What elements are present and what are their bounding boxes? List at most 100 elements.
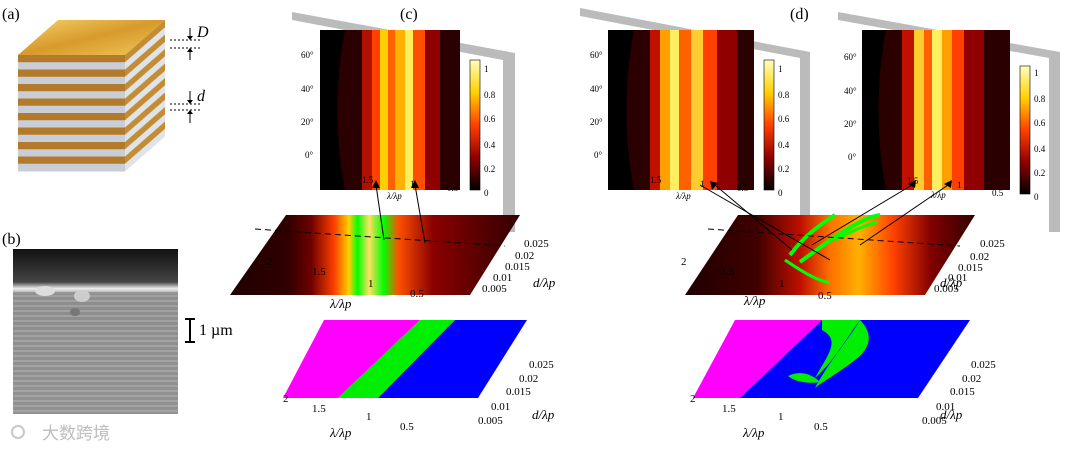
svg-text:1.5: 1.5 bbox=[312, 266, 326, 278]
sem-image bbox=[13, 249, 178, 414]
svg-text:0.01: 0.01 bbox=[491, 401, 510, 413]
svg-text:d/λp: d/λp bbox=[533, 275, 556, 290]
svg-text:0.005: 0.005 bbox=[922, 415, 947, 427]
svg-text:2: 2 bbox=[690, 393, 696, 405]
svg-text:d/λp: d/λp bbox=[532, 407, 555, 422]
svg-text:0.4: 0.4 bbox=[1034, 144, 1046, 154]
heat-plane-d bbox=[685, 213, 975, 295]
heat-plane-c bbox=[230, 215, 520, 295]
svg-text:1: 1 bbox=[484, 64, 489, 74]
heat-c-ticks: 2 1.5 1 0.5 λ/λp 0.025 0.02 0.015 0.01 0… bbox=[267, 238, 556, 311]
watermark-text: 大数跨境 bbox=[42, 424, 110, 444]
dashed-cut-c bbox=[254, 228, 506, 247]
svg-text:40°: 40° bbox=[590, 84, 603, 94]
svg-text:0.025: 0.025 bbox=[971, 359, 996, 371]
svg-text:0.015: 0.015 bbox=[506, 386, 531, 398]
angle-map-c bbox=[320, 30, 481, 191]
svg-text:0.015: 0.015 bbox=[505, 261, 530, 273]
svg-text:1.5: 1.5 bbox=[312, 403, 326, 415]
svg-text:40°: 40° bbox=[844, 86, 857, 96]
dashed-cut-d bbox=[707, 228, 961, 247]
svg-text:1.5: 1.5 bbox=[722, 403, 736, 415]
svg-text:1.5: 1.5 bbox=[362, 175, 374, 185]
svg-text:0.8: 0.8 bbox=[778, 90, 790, 100]
colorbar-ticks-d-left: 1 0.8 0.6 0.4 0.2 0 bbox=[778, 64, 790, 198]
svg-text:0.5: 0.5 bbox=[410, 288, 424, 300]
svg-text:2: 2 bbox=[611, 170, 616, 180]
svg-text:0.025: 0.025 bbox=[529, 359, 554, 371]
svg-text:0.02: 0.02 bbox=[515, 250, 534, 262]
svg-text:20°: 20° bbox=[301, 117, 314, 127]
svg-text:0°: 0° bbox=[848, 152, 857, 162]
svg-text:1: 1 bbox=[778, 64, 783, 74]
svg-text:λ/λp: λ/λp bbox=[386, 191, 402, 201]
svg-text:λ/λp: λ/λp bbox=[742, 425, 765, 440]
panel-c-label: (c) bbox=[400, 6, 418, 23]
svg-text:1: 1 bbox=[1034, 68, 1039, 78]
svg-text:0.6: 0.6 bbox=[484, 114, 496, 124]
angle-map-d-right bbox=[862, 30, 1031, 195]
heat-d-ticks: 2 1.5 1 0.5 λ/λp 0.025 0.02 0.015 0.01 0… bbox=[681, 238, 1005, 308]
svg-text:0.01: 0.01 bbox=[936, 401, 955, 413]
svg-text:1: 1 bbox=[778, 411, 784, 423]
panel-a-label: (a) bbox=[2, 6, 20, 23]
arrows-d bbox=[699, 180, 952, 261]
svg-text:0.015: 0.015 bbox=[950, 386, 975, 398]
svg-text:0.5: 0.5 bbox=[447, 183, 459, 193]
svg-text:1.5: 1.5 bbox=[650, 175, 662, 185]
svg-text:1.5: 1.5 bbox=[721, 266, 735, 278]
svg-text:0: 0 bbox=[778, 188, 783, 198]
svg-text:0.025: 0.025 bbox=[980, 238, 1005, 250]
svg-text:2: 2 bbox=[322, 170, 327, 180]
svg-text:0.5: 0.5 bbox=[818, 290, 832, 302]
svg-text:λ/λp: λ/λp bbox=[675, 191, 691, 201]
svg-text:λ/λp: λ/λp bbox=[743, 293, 766, 308]
angle-map-d-left bbox=[608, 30, 775, 191]
scale-bar-label: 1 µm bbox=[199, 322, 233, 339]
phase-d-ticks: 2 1.5 1 0.5 λ/λp 0.025 0.02 0.015 0.01 0… bbox=[690, 359, 996, 440]
svg-text:2: 2 bbox=[267, 256, 273, 268]
svg-text:0: 0 bbox=[484, 188, 489, 198]
svg-text:0.8: 0.8 bbox=[484, 90, 496, 100]
angle-ticks-d-right: 60° 40° 20° 0° bbox=[844, 52, 857, 162]
d-label: d bbox=[197, 88, 206, 105]
svg-text:1: 1 bbox=[700, 179, 705, 189]
phase-c-ticks: 2 1.5 1 0.5 λ/λp 0.025 0.02 0.015 0.01 0… bbox=[283, 359, 555, 440]
svg-text:0°: 0° bbox=[594, 150, 603, 160]
svg-text:0.2: 0.2 bbox=[1034, 168, 1045, 178]
svg-text:λ/λp: λ/λp bbox=[329, 425, 352, 440]
colorbar-ticks-d-right: 1 0.8 0.6 0.4 0.2 0 bbox=[1034, 68, 1046, 202]
svg-text:0.02: 0.02 bbox=[519, 373, 538, 385]
svg-text:1: 1 bbox=[368, 278, 374, 290]
svg-text:0.01: 0.01 bbox=[493, 272, 512, 284]
svg-text:0.6: 0.6 bbox=[1034, 118, 1046, 128]
svg-text:0.025: 0.025 bbox=[524, 238, 549, 250]
svg-text:0.2: 0.2 bbox=[778, 164, 789, 174]
angle-ticks-d-left: 60° 40° 20° 0° bbox=[590, 50, 603, 160]
svg-text:0.4: 0.4 bbox=[484, 140, 496, 150]
svg-text:60°: 60° bbox=[301, 50, 314, 60]
svg-text:0.005: 0.005 bbox=[934, 283, 959, 295]
svg-text:0.015: 0.015 bbox=[958, 262, 983, 274]
svg-text:0.5: 0.5 bbox=[992, 188, 1004, 198]
svg-text:2: 2 bbox=[283, 393, 289, 405]
svg-text:0.005: 0.005 bbox=[482, 283, 507, 295]
svg-text:1: 1 bbox=[410, 179, 415, 189]
colorbar-ticks-c: 1 0.8 0.6 0.4 0.2 0 bbox=[484, 64, 496, 198]
svg-text:λ/λp: λ/λp bbox=[930, 190, 946, 200]
svg-text:60°: 60° bbox=[590, 50, 603, 60]
svg-text:0.01: 0.01 bbox=[948, 272, 967, 284]
svg-text:0: 0 bbox=[1034, 192, 1039, 202]
svg-text:1.5: 1.5 bbox=[907, 176, 919, 186]
svg-text:2: 2 bbox=[681, 256, 687, 268]
svg-text:1: 1 bbox=[957, 180, 962, 190]
watermark: 大数跨境 bbox=[11, 424, 110, 444]
D-label: D bbox=[196, 24, 209, 41]
phase-plane-c bbox=[283, 320, 527, 398]
svg-text:2: 2 bbox=[866, 172, 871, 182]
svg-text:d/λp: d/λp bbox=[940, 407, 963, 422]
svg-text:d/λp: d/λp bbox=[940, 275, 963, 290]
svg-text:0.5: 0.5 bbox=[737, 183, 749, 193]
angle-ticks-c: 60° 40° 20° 0° bbox=[301, 50, 314, 160]
